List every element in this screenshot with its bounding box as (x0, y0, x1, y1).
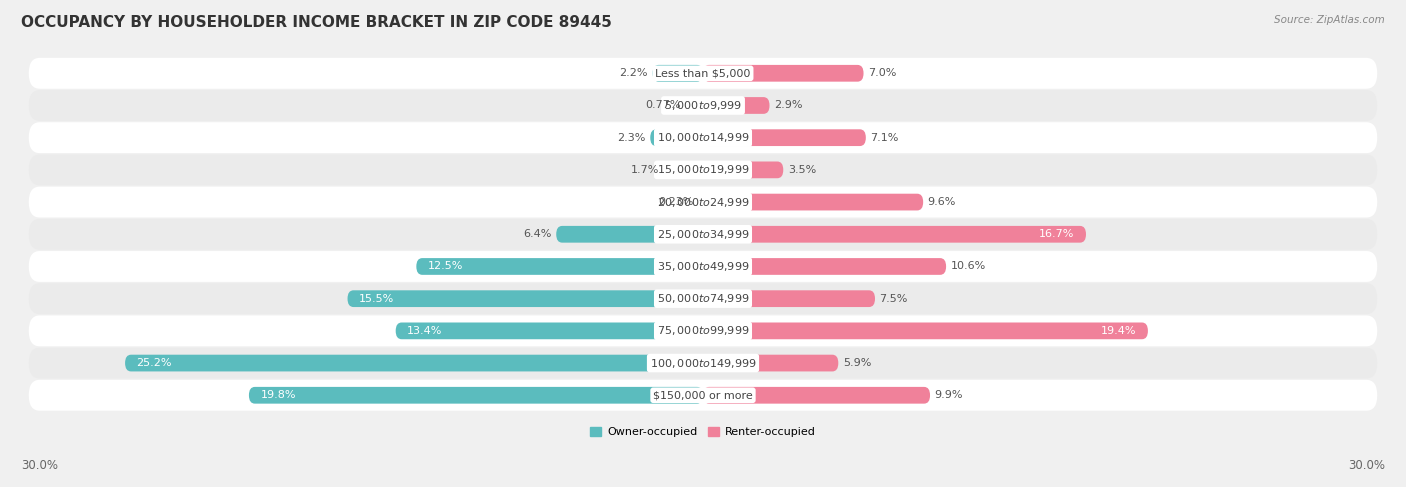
FancyBboxPatch shape (28, 251, 1378, 282)
Text: 30.0%: 30.0% (21, 459, 58, 472)
Text: 0.23%: 0.23% (658, 197, 693, 207)
FancyBboxPatch shape (395, 322, 703, 339)
Text: 7.0%: 7.0% (868, 68, 897, 78)
Text: 30.0%: 30.0% (1348, 459, 1385, 472)
Text: 2.3%: 2.3% (617, 132, 645, 143)
FancyBboxPatch shape (703, 355, 838, 372)
FancyBboxPatch shape (416, 258, 703, 275)
FancyBboxPatch shape (685, 97, 703, 114)
FancyBboxPatch shape (28, 380, 1378, 411)
Text: 1.7%: 1.7% (631, 165, 659, 175)
FancyBboxPatch shape (703, 162, 783, 178)
Text: 25.2%: 25.2% (136, 358, 172, 368)
FancyBboxPatch shape (28, 122, 1378, 153)
Text: Source: ZipAtlas.com: Source: ZipAtlas.com (1274, 15, 1385, 25)
Text: $10,000 to $14,999: $10,000 to $14,999 (657, 131, 749, 144)
Text: 15.5%: 15.5% (359, 294, 394, 304)
Text: 13.4%: 13.4% (408, 326, 443, 336)
Text: $150,000 or more: $150,000 or more (654, 390, 752, 400)
Text: 2.2%: 2.2% (620, 68, 648, 78)
Text: 2.9%: 2.9% (775, 100, 803, 111)
Text: 0.77%: 0.77% (645, 100, 681, 111)
Text: 7.1%: 7.1% (870, 132, 898, 143)
Text: OCCUPANCY BY HOUSEHOLDER INCOME BRACKET IN ZIP CODE 89445: OCCUPANCY BY HOUSEHOLDER INCOME BRACKET … (21, 15, 612, 30)
Text: 6.4%: 6.4% (523, 229, 551, 239)
FancyBboxPatch shape (703, 387, 929, 404)
Text: Less than $5,000: Less than $5,000 (655, 68, 751, 78)
FancyBboxPatch shape (703, 258, 946, 275)
Text: 5.9%: 5.9% (842, 358, 872, 368)
Text: 19.8%: 19.8% (260, 390, 295, 400)
FancyBboxPatch shape (703, 226, 1085, 243)
FancyBboxPatch shape (703, 322, 1147, 339)
FancyBboxPatch shape (697, 194, 703, 210)
FancyBboxPatch shape (703, 194, 924, 210)
Text: $35,000 to $49,999: $35,000 to $49,999 (657, 260, 749, 273)
FancyBboxPatch shape (28, 90, 1378, 121)
FancyBboxPatch shape (703, 65, 863, 82)
FancyBboxPatch shape (125, 355, 703, 372)
Text: 10.6%: 10.6% (950, 262, 986, 271)
Text: 3.5%: 3.5% (787, 165, 815, 175)
Text: 9.9%: 9.9% (935, 390, 963, 400)
FancyBboxPatch shape (28, 154, 1378, 186)
Text: 16.7%: 16.7% (1039, 229, 1074, 239)
FancyBboxPatch shape (28, 316, 1378, 346)
FancyBboxPatch shape (664, 162, 703, 178)
FancyBboxPatch shape (347, 290, 703, 307)
Text: $75,000 to $99,999: $75,000 to $99,999 (657, 324, 749, 337)
Text: 19.4%: 19.4% (1101, 326, 1136, 336)
FancyBboxPatch shape (28, 348, 1378, 378)
FancyBboxPatch shape (703, 130, 866, 146)
Text: 12.5%: 12.5% (427, 262, 463, 271)
FancyBboxPatch shape (28, 58, 1378, 89)
Text: 7.5%: 7.5% (880, 294, 908, 304)
Legend: Owner-occupied, Renter-occupied: Owner-occupied, Renter-occupied (586, 422, 820, 442)
Text: $25,000 to $34,999: $25,000 to $34,999 (657, 228, 749, 241)
Text: $50,000 to $74,999: $50,000 to $74,999 (657, 292, 749, 305)
Text: $15,000 to $19,999: $15,000 to $19,999 (657, 163, 749, 176)
FancyBboxPatch shape (703, 290, 875, 307)
FancyBboxPatch shape (557, 226, 703, 243)
Text: $5,000 to $9,999: $5,000 to $9,999 (664, 99, 742, 112)
FancyBboxPatch shape (28, 187, 1378, 218)
FancyBboxPatch shape (652, 65, 703, 82)
FancyBboxPatch shape (28, 219, 1378, 250)
FancyBboxPatch shape (249, 387, 703, 404)
FancyBboxPatch shape (650, 130, 703, 146)
Text: $20,000 to $24,999: $20,000 to $24,999 (657, 196, 749, 208)
Text: $100,000 to $149,999: $100,000 to $149,999 (650, 356, 756, 370)
Text: 9.6%: 9.6% (928, 197, 956, 207)
FancyBboxPatch shape (28, 283, 1378, 314)
FancyBboxPatch shape (703, 97, 769, 114)
